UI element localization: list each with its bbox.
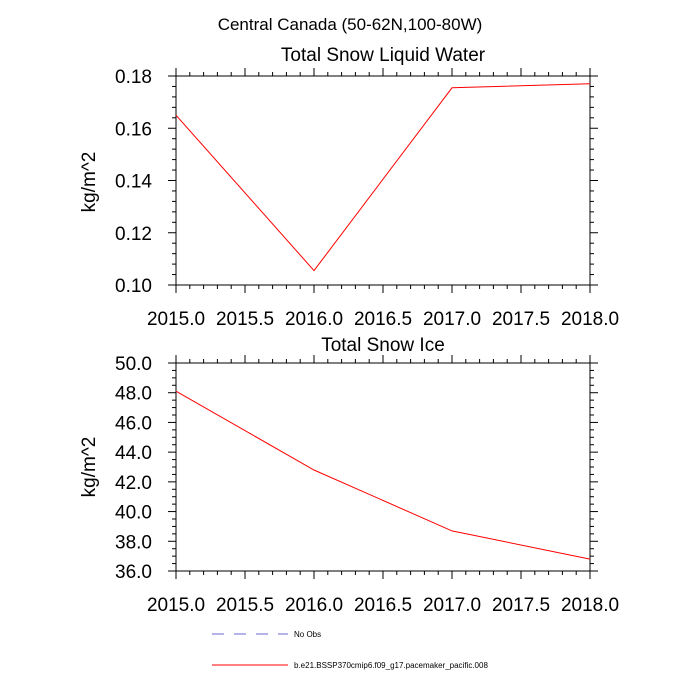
x-tick-label: 2016.5 <box>354 595 412 616</box>
chart-panel-snow-ice: Total Snow Ice kg/m^2 2015.0 2015.5 2016.0… <box>79 335 619 616</box>
y-tick-label: 38.0 <box>115 532 152 553</box>
y-tick-label: 50.0 <box>115 354 152 375</box>
y-axis-label-snow-liquid-water: kg/m^2 <box>79 152 100 213</box>
plot-frame <box>175 75 591 286</box>
plot-frame <box>175 362 591 572</box>
x-tick-label: 2015.0 <box>147 595 205 616</box>
series-line <box>175 83 591 272</box>
main-title: Central Canada (50-62N,100-80W) <box>218 15 483 34</box>
x-tick-label: 2017.5 <box>492 309 550 330</box>
x-tick-label: 2015.5 <box>216 595 274 616</box>
y-tick-label: 0.18 <box>115 67 152 88</box>
x-tick-label: 2016.0 <box>285 309 343 330</box>
x-tick-label: 2017.0 <box>423 309 481 330</box>
legend-label-no-obs: No Obs <box>294 630 321 639</box>
y-tick-label: 42.0 <box>115 473 152 494</box>
x-tick-label: 2016.0 <box>285 595 343 616</box>
y-tick-label: 36.0 <box>115 562 152 583</box>
x-tick-label: 2018.0 <box>561 309 619 330</box>
panel-title-snow-liquid-water: Total Snow Liquid Water <box>281 45 486 66</box>
legend-label-model-run: b.e21.BSSP370cmip6.f09_g17.pacemaker_pac… <box>294 661 488 670</box>
x-tick-label: 2015.0 <box>147 309 205 330</box>
y-tick-label: 44.0 <box>115 443 152 464</box>
y-tick-label: 0.14 <box>115 172 152 193</box>
y-tick-label: 0.10 <box>115 276 152 297</box>
plot-area-snow-ice: 2015.0 2015.5 2016.0 2016.5 2017.0 2017.5 2018… <box>115 354 619 616</box>
series-line <box>175 390 591 560</box>
panel-title-snow-ice: Total Snow Ice <box>321 335 445 356</box>
y-axis-label-snow-ice: kg/m^2 <box>79 437 100 498</box>
x-tick-label: 2017.0 <box>423 595 481 616</box>
y-tick-label: 0.16 <box>115 119 152 140</box>
y-tick-label: 46.0 <box>115 413 152 434</box>
y-tick-label: 0.12 <box>115 224 152 245</box>
x-tick-label: 2017.5 <box>492 595 550 616</box>
y-tick-label: 48.0 <box>115 384 152 405</box>
legend: No Obs b.e21.BSSP370cmip6.f09_g17.pacema… <box>212 630 488 670</box>
y-tick-label: 40.0 <box>115 503 152 524</box>
chart-panel-snow-liquid-water: Total Snow Liquid Water kg/m^2 2015.0 201… <box>79 45 619 330</box>
x-tick-label: 2016.5 <box>354 309 412 330</box>
plot-area-snow-liquid-water: 2015.0 2015.5 2016.0 2016.5 2017.0 2017.5 2018… <box>115 67 619 330</box>
x-tick-label: 2018.0 <box>561 595 619 616</box>
x-tick-label: 2015.5 <box>216 309 274 330</box>
